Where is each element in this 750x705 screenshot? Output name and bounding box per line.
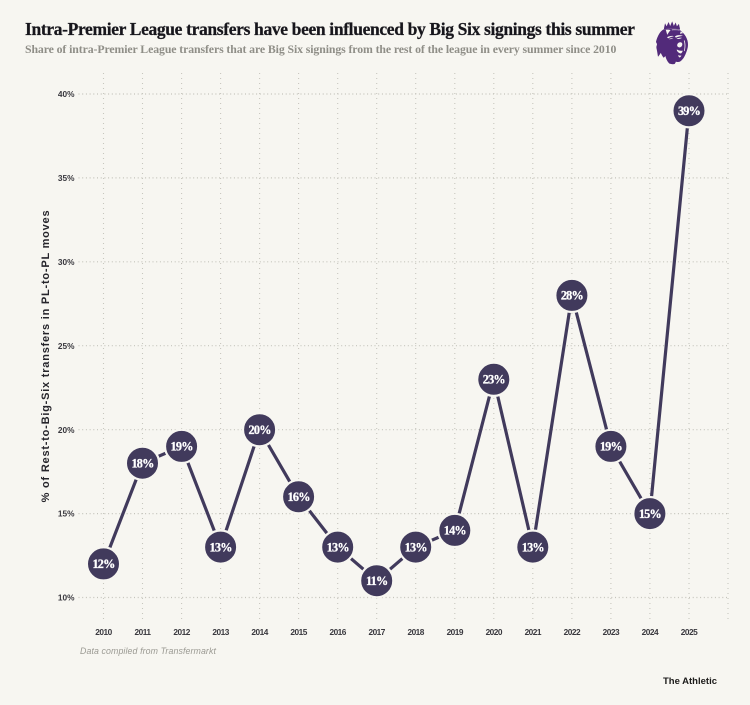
svg-text:13%: 13% xyxy=(327,540,350,554)
svg-text:28%: 28% xyxy=(561,289,584,303)
svg-text:2013: 2013 xyxy=(212,627,229,637)
svg-text:2015: 2015 xyxy=(290,627,307,637)
svg-text:2020: 2020 xyxy=(486,627,503,637)
svg-text:2019: 2019 xyxy=(447,627,464,637)
svg-text:35%: 35% xyxy=(58,173,75,183)
svg-text:2016: 2016 xyxy=(329,627,346,637)
svg-text:18%: 18% xyxy=(131,456,154,470)
svg-text:2012: 2012 xyxy=(173,627,190,637)
svg-text:2023: 2023 xyxy=(603,627,620,637)
svg-text:25%: 25% xyxy=(58,341,75,351)
svg-text:19%: 19% xyxy=(600,440,623,454)
svg-text:14%: 14% xyxy=(444,524,467,538)
svg-text:15%: 15% xyxy=(639,507,662,521)
svg-text:39%: 39% xyxy=(678,104,701,118)
svg-text:30%: 30% xyxy=(58,257,75,267)
svg-text:19%: 19% xyxy=(171,440,194,454)
svg-text:13%: 13% xyxy=(522,540,545,554)
svg-text:2010: 2010 xyxy=(95,627,112,637)
svg-text:2017: 2017 xyxy=(368,627,385,637)
svg-text:12%: 12% xyxy=(92,557,115,571)
svg-text:20%: 20% xyxy=(58,425,75,435)
svg-text:2025: 2025 xyxy=(681,627,698,637)
svg-text:2022: 2022 xyxy=(564,627,581,637)
svg-text:15%: 15% xyxy=(58,509,75,519)
svg-text:10%: 10% xyxy=(58,593,75,603)
svg-text:2014: 2014 xyxy=(251,627,268,637)
svg-text:16%: 16% xyxy=(288,490,311,504)
svg-text:2011: 2011 xyxy=(135,627,152,637)
svg-text:40%: 40% xyxy=(58,89,75,99)
svg-text:2021: 2021 xyxy=(525,627,542,637)
svg-text:2018: 2018 xyxy=(407,627,424,637)
svg-text:13%: 13% xyxy=(210,540,233,554)
svg-text:11%: 11% xyxy=(366,574,388,588)
svg-text:13%: 13% xyxy=(405,540,428,554)
svg-text:23%: 23% xyxy=(483,373,506,387)
svg-text:20%: 20% xyxy=(249,423,272,437)
svg-text:2024: 2024 xyxy=(642,627,659,637)
